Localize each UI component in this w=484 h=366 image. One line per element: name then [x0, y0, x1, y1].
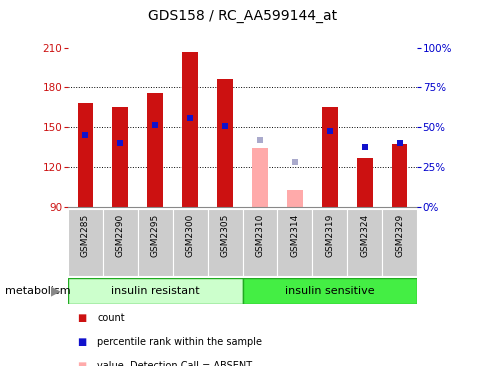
Text: ■: ■ [77, 313, 87, 324]
Bar [356, 158, 372, 207]
Bar [217, 79, 232, 207]
Text: GSM2300: GSM2300 [185, 214, 194, 257]
Text: GSM2285: GSM2285 [81, 214, 90, 257]
Bar [172, 209, 207, 276]
Text: GSM2290: GSM2290 [116, 214, 124, 257]
Text: GSM2314: GSM2314 [290, 214, 299, 257]
Bar [112, 107, 128, 207]
Text: GSM2319: GSM2319 [325, 214, 333, 257]
Bar [252, 148, 267, 207]
Text: count: count [97, 313, 124, 324]
Bar [312, 209, 347, 276]
Bar [182, 52, 197, 207]
Bar [68, 209, 103, 276]
Text: GSM2305: GSM2305 [220, 214, 229, 257]
Bar [391, 145, 407, 207]
Bar [77, 103, 93, 207]
Text: ▶: ▶ [51, 284, 60, 298]
Bar [277, 209, 312, 276]
Bar [347, 209, 381, 276]
Text: insulin sensitive: insulin sensitive [285, 286, 374, 296]
Text: ■: ■ [77, 337, 87, 347]
Bar [147, 93, 163, 207]
Text: GSM2310: GSM2310 [255, 214, 264, 257]
Bar [287, 190, 302, 207]
Text: metabolism: metabolism [5, 286, 70, 296]
Text: insulin resistant: insulin resistant [111, 286, 199, 296]
Text: percentile rank within the sample: percentile rank within the sample [97, 337, 261, 347]
Bar [103, 209, 137, 276]
Bar [68, 278, 242, 304]
Bar [381, 209, 416, 276]
Text: value, Detection Call = ABSENT: value, Detection Call = ABSENT [97, 361, 252, 366]
Text: GSM2324: GSM2324 [360, 214, 368, 257]
Bar [242, 209, 277, 276]
Bar [207, 209, 242, 276]
Text: GSM2329: GSM2329 [394, 214, 403, 257]
Text: GDS158 / RC_AA599144_at: GDS158 / RC_AA599144_at [148, 9, 336, 23]
Bar [137, 209, 172, 276]
Bar [321, 107, 337, 207]
Bar [242, 278, 416, 304]
Text: GSM2295: GSM2295 [151, 214, 159, 257]
Text: ■: ■ [77, 361, 87, 366]
